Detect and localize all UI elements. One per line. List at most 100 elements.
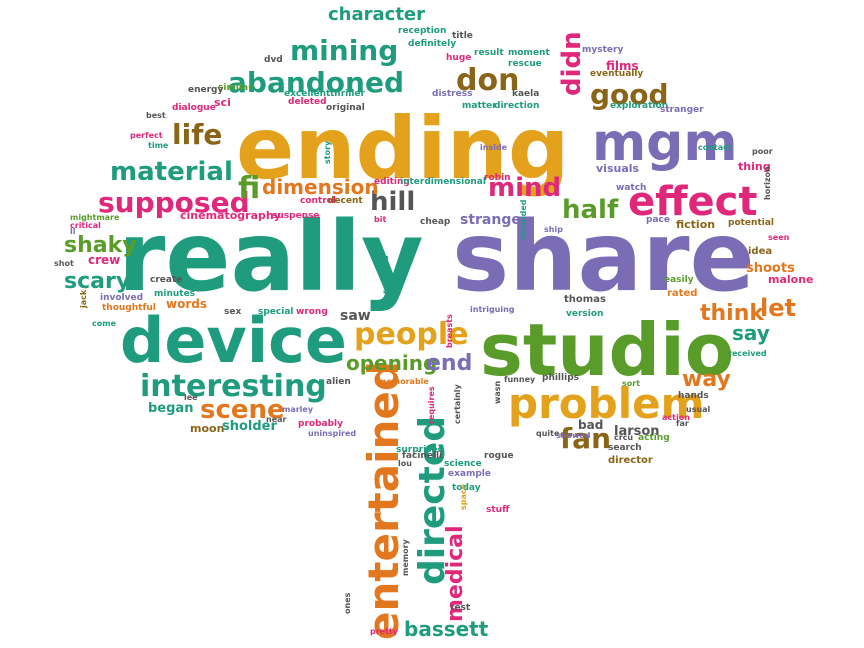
word-saw: saw — [340, 308, 371, 324]
word-cheap: cheap — [420, 217, 451, 227]
word-sex: sex — [224, 307, 241, 317]
word-minutes: minutes — [154, 289, 195, 299]
word-larson: larson — [614, 424, 660, 439]
word-sci: sci — [214, 96, 231, 109]
word-thriller: thriller — [330, 89, 366, 99]
word-moon: moon — [190, 422, 224, 435]
word-lou: lou — [398, 459, 412, 468]
word-potential: potential — [728, 218, 774, 228]
word-half: half — [562, 195, 619, 225]
word-entertained: entertained — [359, 361, 408, 640]
word-excellent: excellent — [284, 89, 331, 99]
word-quite: quite — [536, 429, 560, 438]
word-supposed: supposed — [98, 186, 250, 219]
word-let: let — [760, 294, 796, 322]
word-today: today — [452, 483, 481, 493]
word-really: really — [118, 201, 424, 313]
word-exploration: exploration — [610, 101, 668, 111]
word-space: space — [459, 483, 468, 510]
word-released: released — [381, 255, 390, 294]
word-uninspired: uninspired — [308, 429, 356, 438]
word-crew: crew — [88, 253, 120, 267]
word-involved: involved — [100, 293, 143, 303]
word-shoots: shoots — [746, 261, 795, 276]
word-way: way — [682, 367, 731, 392]
word-fi: fi — [238, 171, 260, 206]
word-dimension: dimension — [262, 175, 379, 199]
word-visuals: visuals — [596, 162, 640, 175]
word-seen: seen — [768, 233, 790, 242]
word-definitely: definitely — [408, 39, 456, 49]
word-studio: studio — [480, 308, 734, 392]
word-character: character — [328, 4, 425, 25]
word-inside: inside — [480, 143, 508, 152]
word-device: device — [120, 304, 347, 377]
word-result: result — [474, 48, 504, 58]
word-people: people — [354, 317, 469, 352]
word-acting: acting — [638, 433, 670, 443]
word-mystery: mystery — [582, 45, 623, 55]
word-eventually: eventually — [590, 69, 643, 79]
word-director: director — [608, 455, 653, 466]
word-wasn: wasn — [493, 380, 502, 404]
word-share: share — [452, 201, 755, 313]
word-thing: thing — [738, 160, 771, 173]
word-horizon: horizon — [763, 166, 772, 200]
word-science: science — [444, 459, 482, 469]
word-sholder: sholder — [222, 419, 278, 434]
word-received: received — [728, 349, 767, 358]
word-easily: easily — [664, 275, 694, 285]
word-dialogue: dialogue — [172, 103, 216, 113]
word-rogue: rogue — [484, 451, 514, 461]
word-hands: hands — [678, 391, 709, 401]
word-showed: showed — [556, 431, 591, 440]
word-contact: contact — [698, 143, 732, 152]
word-control: control — [300, 196, 336, 206]
word-abandoned: abandoned — [228, 66, 404, 99]
word-opening: opening — [346, 351, 437, 375]
word-action: action — [662, 413, 690, 422]
word-mining: mining — [290, 34, 398, 67]
word-scene: scene — [200, 395, 285, 425]
word-poor: poor — [752, 147, 773, 156]
word-breasts: breasts — [445, 314, 454, 348]
word-pace: pace — [646, 215, 670, 225]
word-don: don — [456, 63, 519, 98]
word-phillips: phillips — [542, 373, 579, 383]
word-thoughtful: thoughtful — [102, 303, 156, 313]
word-began: began — [148, 401, 193, 416]
word-crcu: crcu — [614, 433, 633, 442]
word-best: best — [146, 111, 166, 120]
word-facinelli: facinelli — [402, 451, 442, 461]
word-story: story — [323, 140, 332, 164]
word-good: good — [590, 78, 669, 111]
word-ship: ship — [544, 225, 563, 234]
word-robin: robin — [484, 173, 511, 183]
word-original: original — [326, 103, 365, 113]
word-malone: malone — [768, 273, 814, 286]
word-editing: editing — [374, 177, 410, 187]
word-life: life — [172, 118, 222, 151]
word-stranger: stranger — [660, 105, 704, 115]
word-matter: matter — [462, 101, 497, 111]
word-bit: bit — [374, 215, 386, 224]
word-perfect: perfect — [130, 131, 163, 140]
word-distress: distress — [432, 89, 472, 99]
word-certainly: certainly — [453, 383, 462, 424]
word-similar: similar — [218, 83, 253, 93]
word-say: say — [732, 321, 770, 345]
word-surprised: surprised — [396, 445, 444, 455]
word-rest: rest — [450, 603, 471, 613]
word-cinematography: cinematography — [180, 209, 281, 222]
word-medical: medical — [443, 525, 468, 622]
word-funney: funney — [504, 375, 536, 384]
word-alien: alien — [326, 377, 351, 387]
word-usual: usual — [686, 405, 711, 414]
word-huge: huge — [446, 53, 471, 63]
word-memorable: memorable — [378, 377, 429, 386]
word-requires: requires — [427, 386, 436, 424]
word-rated: rated — [667, 288, 697, 299]
word-hill: hill — [370, 187, 415, 217]
word-bassett: bassett — [404, 617, 489, 641]
